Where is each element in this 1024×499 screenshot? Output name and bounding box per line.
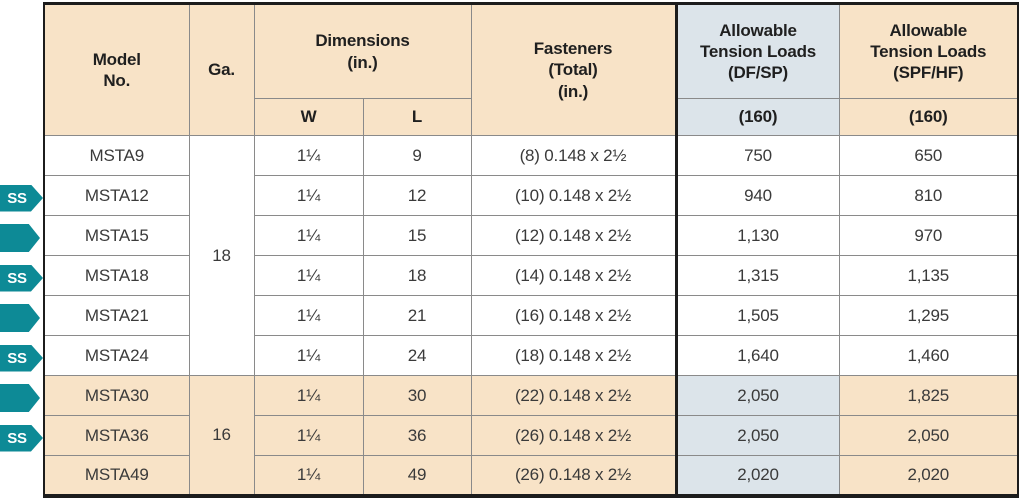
table-row: MSTA9 18 1¼ 9 (8) 0.148 x 2½ 750 650 <box>43 135 1019 376</box>
cell-length: 36 <box>362 415 472 456</box>
header-length: L <box>362 98 472 136</box>
arrow-badge-icon <box>0 224 40 252</box>
cell-fasteners: (18) 0.148 x 2½ <box>470 335 677 376</box>
table-row: MSTA18 1¼ 18 (14) 0.148 x 2½ 1,315 1,135 <box>43 255 1019 296</box>
header-model-no: Model No. <box>43 3 190 136</box>
table-row: MSTA36 1¼ 36 (26) 0.148 x 2½ 2,050 2,050 <box>43 415 1019 456</box>
cell-spf-hf-load: 1,135 <box>838 255 1019 296</box>
table-row: MSTA49 1¼ 49 (26) 0.148 x 2½ 2,020 2,020 <box>43 455 1019 496</box>
header-allowable-tension-loads-spf-hf: Allowable Tension Loads (SPF/HF) <box>838 3 1019 99</box>
cell-df-sp-load: 2,020 <box>674 455 840 496</box>
cell-fasteners: (8) 0.148 x 2½ <box>470 135 677 176</box>
cell-width: 1¼ <box>253 255 364 296</box>
cell-model-no: MSTA36 <box>43 415 190 456</box>
cell-length: 12 <box>362 175 472 216</box>
header-fasteners: Fasteners (Total) (in.) <box>470 3 677 136</box>
cell-model-no: MSTA18 <box>43 255 190 296</box>
table-row: MSTA24 1¼ 24 (18) 0.148 x 2½ 1,640 1,460 <box>43 335 1019 376</box>
cell-model-no: MSTA15 <box>43 215 190 256</box>
cell-model-no: MSTA9 <box>43 135 190 176</box>
cell-fasteners: (12) 0.148 x 2½ <box>470 215 677 256</box>
cell-spf-hf-load: 1,460 <box>838 335 1019 376</box>
cell-fasteners: (26) 0.148 x 2½ <box>470 415 677 456</box>
cell-length: 30 <box>362 375 472 416</box>
badge-gutter: SS SS SS SS <box>0 2 43 498</box>
cell-df-sp-load: 750 <box>674 135 840 176</box>
cell-model-no: MSTA21 <box>43 295 190 336</box>
cell-length: 15 <box>362 215 472 256</box>
table-row: MSTA15 1¼ 15 (12) 0.148 x 2½ 1,130 970 <box>43 215 1019 256</box>
cell-ga: 18 <box>188 135 255 376</box>
badge-slot: SS <box>0 418 43 458</box>
cell-width: 1¼ <box>253 335 364 376</box>
cell-df-sp-load: 940 <box>674 175 840 216</box>
arrow-badge-icon <box>0 384 40 412</box>
ss-badge-icon: SS <box>0 184 43 212</box>
cell-df-sp-load: 1,640 <box>674 335 840 376</box>
cell-model-no: MSTA24 <box>43 335 190 376</box>
cell-width: 1¼ <box>253 455 364 496</box>
cell-spf-hf-load: 650 <box>838 135 1019 176</box>
cell-spf-hf-load: 1,825 <box>838 375 1019 416</box>
cell-fasteners: (26) 0.148 x 2½ <box>470 455 677 496</box>
header-df-sp-load-duration: (160) <box>674 98 840 136</box>
header-width: W <box>253 98 364 136</box>
cell-model-no: MSTA12 <box>43 175 190 216</box>
table-body: MSTA9 18 1¼ 9 (8) 0.148 x 2½ 750 650 MSTA12 1¼ 12… <box>43 135 1019 496</box>
cell-df-sp-load: 1,130 <box>674 215 840 256</box>
cell-width: 1¼ <box>253 295 364 336</box>
header-spf-hf-load-duration: (160) <box>838 98 1019 136</box>
cell-df-sp-load: 2,050 <box>674 375 840 416</box>
cell-width: 1¼ <box>253 415 364 456</box>
badge-slot <box>0 378 43 418</box>
cell-fasteners: (10) 0.148 x 2½ <box>470 175 677 216</box>
ss-badge-icon: SS <box>0 344 43 372</box>
badge-slot <box>0 218 43 258</box>
ss-badge-icon: SS <box>0 264 43 292</box>
cell-length: 21 <box>362 295 472 336</box>
arrow-badge-icon <box>0 304 40 332</box>
cell-length: 49 <box>362 455 472 496</box>
cell-length: 18 <box>362 255 472 296</box>
cell-fasteners: (22) 0.148 x 2½ <box>470 375 677 416</box>
ss-badge-icon: SS <box>0 424 43 452</box>
cell-length: 9 <box>362 135 472 176</box>
badge-slot: SS <box>0 178 43 218</box>
cell-width: 1¼ <box>253 135 364 176</box>
cell-spf-hf-load: 2,020 <box>838 455 1019 496</box>
cell-length: 24 <box>362 335 472 376</box>
header-dimensions: Dimensions (in.) <box>253 3 472 99</box>
badge-slot <box>0 458 43 498</box>
cell-width: 1¼ <box>253 175 364 216</box>
cell-model-no: MSTA49 <box>43 455 190 496</box>
cell-fasteners: (14) 0.148 x 2½ <box>470 255 677 296</box>
badge-slot: SS <box>0 338 43 378</box>
cell-spf-hf-load: 970 <box>838 215 1019 256</box>
badge-slot <box>0 138 43 178</box>
cell-fasteners: (16) 0.148 x 2½ <box>470 295 677 336</box>
cell-width: 1¼ <box>253 375 364 416</box>
gutter-spacer <box>0 2 43 138</box>
table-row: MSTA30 16 1¼ 30 (22) 0.148 x 2½ 2,050 1,825 <box>43 375 1019 496</box>
cell-width: 1¼ <box>253 215 364 256</box>
cell-ga: 16 <box>188 375 255 496</box>
cell-spf-hf-load: 1,295 <box>838 295 1019 336</box>
header-allowable-tension-loads-df-sp: Allowable Tension Loads (DF/SP) <box>674 3 840 99</box>
cell-df-sp-load: 1,505 <box>674 295 840 336</box>
table-row: MSTA12 1¼ 12 (10) 0.148 x 2½ 940 810 <box>43 175 1019 216</box>
cell-spf-hf-load: 2,050 <box>838 415 1019 456</box>
cell-df-sp-load: 2,050 <box>674 415 840 456</box>
cell-df-sp-load: 1,315 <box>674 255 840 296</box>
table-row: MSTA21 1¼ 21 (16) 0.148 x 2½ 1,505 1,295 <box>43 295 1019 336</box>
cell-spf-hf-load: 810 <box>838 175 1019 216</box>
badge-slot: SS <box>0 258 43 298</box>
table-header: Model No. Ga. Dimensions (in.) Fasteners… <box>43 3 1019 136</box>
badge-slot <box>0 298 43 338</box>
cell-model-no: MSTA30 <box>43 375 190 416</box>
msta-tension-load-table: Model No. Ga. Dimensions (in.) Fasteners… <box>43 2 1020 498</box>
header-ga: Ga. <box>188 3 255 136</box>
